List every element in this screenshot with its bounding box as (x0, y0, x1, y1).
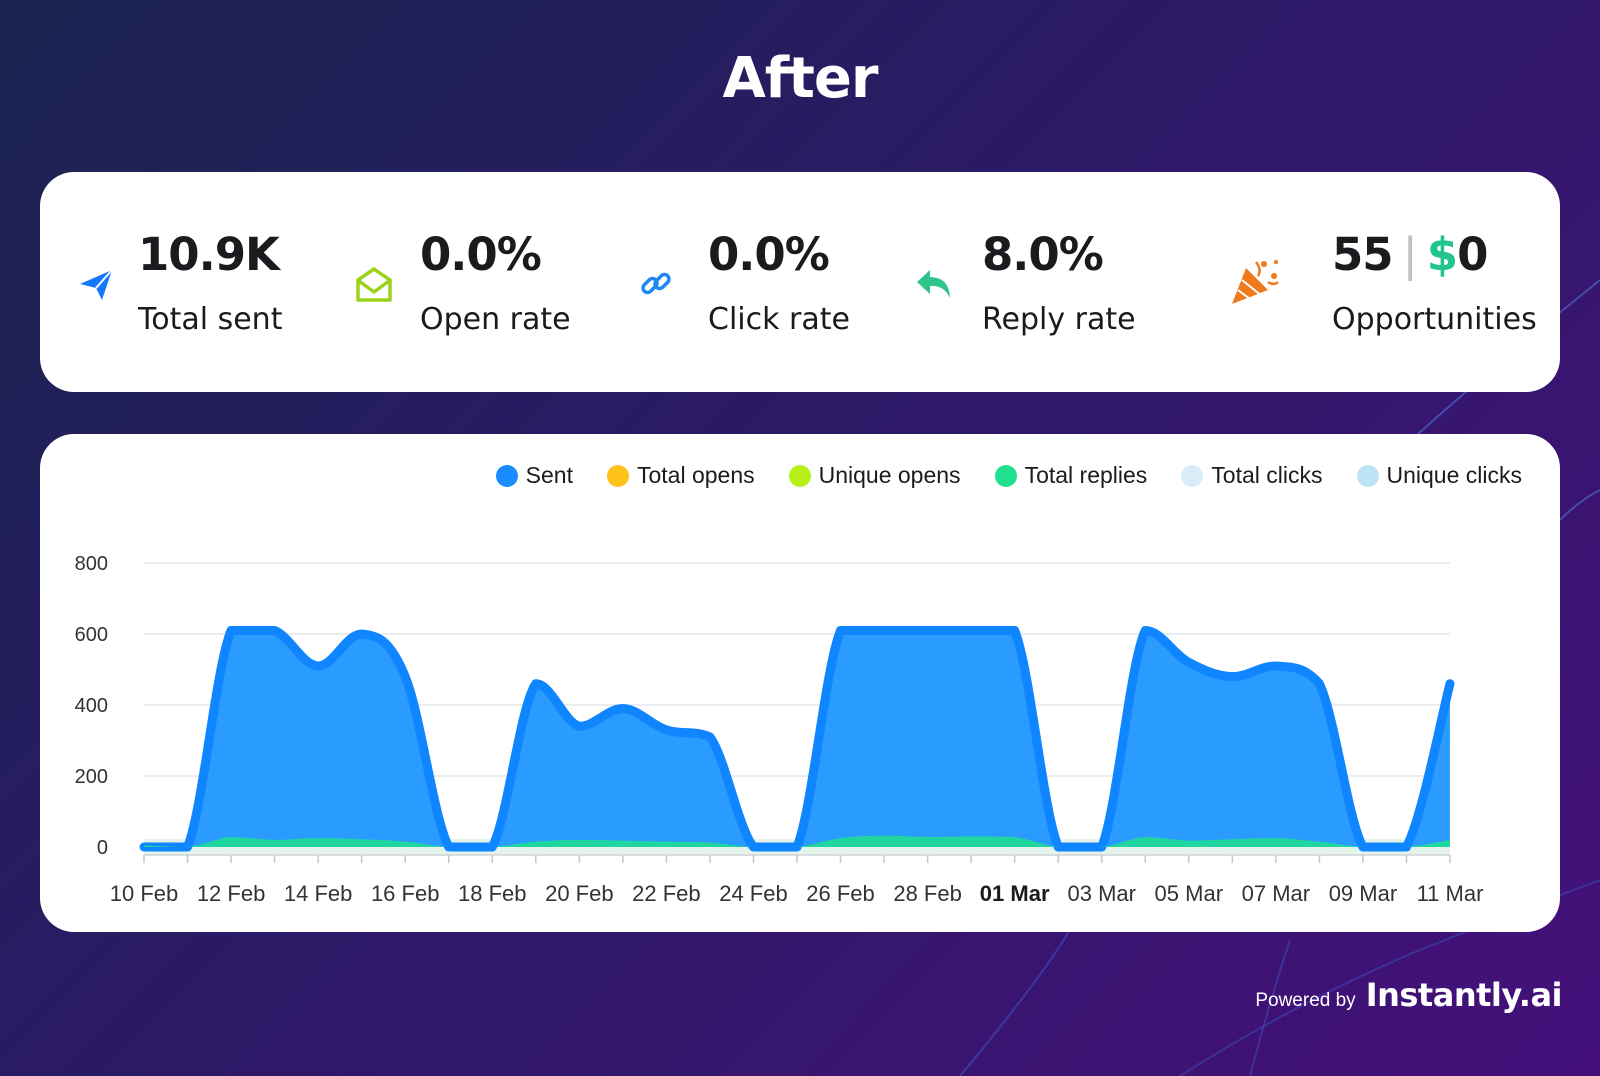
open-envelope-icon (356, 267, 392, 302)
legend-item-sent[interactable]: Sent (495, 462, 573, 489)
stat-value: 10.9K (138, 228, 280, 281)
chart-legend: Sent Total opens Unique opens Total replies… (495, 462, 1523, 489)
x-tick-label: 28 Feb (893, 881, 962, 906)
legend-dot (994, 464, 1017, 487)
x-tick-label: 20 Feb (545, 881, 614, 906)
campaign-chart: 0 200 400 600 800 10 Feb 12 Feb 14 Feb 16 Feb 18 … (75, 553, 1484, 906)
stat-value: 0.0% (420, 228, 542, 281)
stat-label: Opportunities (1332, 302, 1537, 337)
y-tick-label: 400 (75, 695, 108, 717)
paper-plane-icon (80, 269, 113, 300)
chart-card: Sent Total opens Unique opens Total replies… (40, 434, 1560, 932)
x-tick-label: 12 Feb (197, 881, 266, 906)
x-tick-label: 18 Feb (458, 881, 527, 906)
legend-label: Sent (525, 462, 573, 488)
x-tick-label: 10 Feb (110, 881, 179, 906)
legend-item-total-clicks[interactable]: Total clicks (1181, 462, 1323, 489)
money-symbol: $ (1426, 228, 1458, 281)
stat-value: 0.0% (708, 228, 830, 281)
legend-dot (606, 464, 629, 487)
y-tick-label: 200 (75, 766, 108, 788)
x-tick-label: 22 Feb (632, 881, 701, 906)
separator: | (1402, 228, 1418, 281)
stat-label: Click rate (708, 302, 850, 337)
legend-label: Total replies (1024, 462, 1148, 488)
sent-line (139, 625, 1455, 852)
opportunities-value: 0 (1457, 228, 1488, 281)
x-tick-label: 09 Mar (1329, 881, 1397, 906)
opportunities-count: 55 (1332, 228, 1394, 281)
legend-label: Total clicks (1211, 462, 1323, 488)
y-tick-label: 800 (75, 553, 108, 575)
x-tick-label: 11 Mar (1417, 881, 1484, 906)
stat-label: Open rate (420, 302, 571, 337)
legend-dot (788, 464, 811, 487)
footer: Powered by Instantly.ai (1255, 976, 1562, 1014)
x-tick-label: 01 Mar (980, 881, 1050, 906)
stat-value: 8.0% (982, 228, 1104, 281)
x-tick-label: 26 Feb (806, 881, 875, 906)
x-tick-label: 14 Feb (284, 881, 353, 906)
link-icon (641, 272, 671, 295)
page-title: After (722, 46, 878, 111)
y-tick-label: 600 (75, 624, 108, 646)
legend-item-total-opens[interactable]: Total opens (606, 462, 755, 489)
legend-dot (1356, 464, 1379, 487)
x-tick-label: 03 Mar (1067, 881, 1135, 906)
legend-dot (495, 464, 518, 487)
x-tick-label: 07 Mar (1242, 881, 1310, 906)
stat-value: 55 | $0 (1332, 228, 1488, 281)
legend-dot (1181, 464, 1204, 487)
legend-item-unique-opens[interactable]: Unique opens (788, 462, 961, 489)
stats-card: 10.9K Total sent 0.0% Open rate 0.0% Cli… (40, 172, 1560, 392)
stat-label: Total sent (138, 302, 283, 337)
reply-arrow-icon (917, 270, 950, 298)
x-tick-label: 24 Feb (719, 881, 788, 906)
party-popper-icon (1232, 260, 1279, 304)
legend-label: Total opens (636, 462, 755, 488)
legend-item-total-replies[interactable]: Total replies (994, 462, 1148, 489)
legend-item-unique-clicks[interactable]: Unique clicks (1356, 462, 1523, 489)
footer-brand-logo: Instantly.ai (1365, 976, 1563, 1014)
x-tick-label: 05 Mar (1155, 881, 1223, 906)
legend-label: Unique opens (818, 462, 961, 488)
y-tick-label: 0 (97, 837, 108, 859)
footer-powered-by: Powered by (1255, 990, 1356, 1011)
sent-area (144, 630, 1450, 847)
legend-label: Unique clicks (1386, 462, 1523, 488)
replies-area (144, 835, 1450, 847)
stat-label: Reply rate (982, 302, 1136, 337)
x-tick-label: 16 Feb (371, 881, 440, 906)
